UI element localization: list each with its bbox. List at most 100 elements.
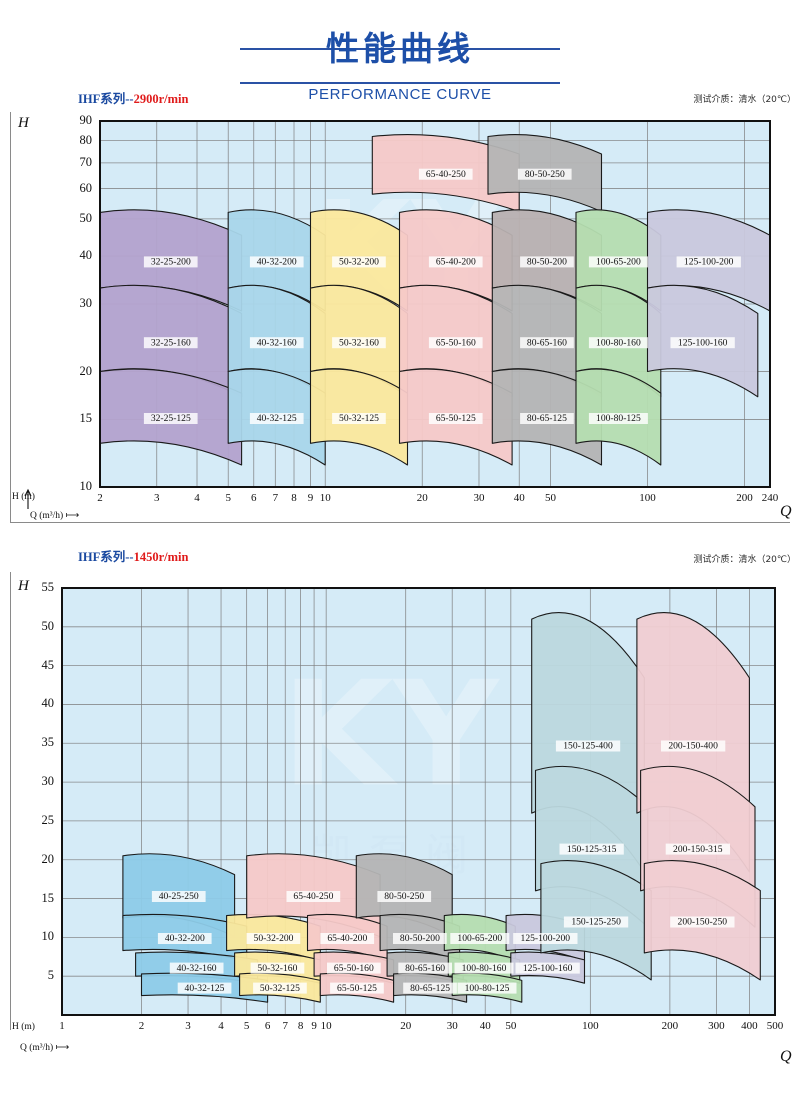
svg-text:65-50-160: 65-50-160 [436, 337, 476, 348]
x-tick-label: 40 [513, 492, 525, 504]
y-tick-label: 50 [79, 210, 93, 225]
x-tick-label: 8 [291, 492, 297, 504]
y-tick-label: 25 [41, 812, 55, 827]
svg-text:40-32-125: 40-32-125 [257, 413, 297, 424]
svg-text:65-40-200: 65-40-200 [436, 257, 476, 268]
title-rule-top [240, 48, 560, 50]
svg-text:65-50-160: 65-50-160 [334, 963, 374, 974]
chart-2900-y-axis-letter: H [18, 115, 29, 131]
y-tick-label: 15 [41, 890, 55, 905]
x-tick-label: 400 [741, 1020, 758, 1032]
svg-text:40-32-200: 40-32-200 [257, 257, 297, 268]
x-tick-label: 4 [218, 1020, 224, 1032]
svg-text:80-65-125: 80-65-125 [527, 413, 567, 424]
page-subtitle: PERFORMANCE CURVE [308, 86, 492, 103]
svg-text:40-25-250: 40-25-250 [159, 891, 199, 902]
chart-1450-h-unit: H (m) [12, 1022, 35, 1032]
chart-1450-block: IHF系列--1450r/min 测试介质：清水（20℃） H Q H (m) … [0, 540, 800, 1098]
chart-2900-outer-left-rule [10, 112, 11, 522]
x-tick-label: 30 [446, 1020, 458, 1032]
x-tick-label: 10 [319, 492, 331, 504]
svg-text:65-50-125: 65-50-125 [436, 413, 476, 424]
svg-text:100-80-160: 100-80-160 [462, 963, 507, 974]
title-rule-bottom [240, 82, 560, 84]
chart-1450-q-unit: Q (m³/h) ⟼ [20, 1043, 69, 1053]
y-tick-label: 30 [79, 296, 93, 310]
chart-2900-q-unit: Q (m³/h) ⟼ [30, 511, 79, 521]
svg-text:50-32-200: 50-32-200 [339, 257, 379, 268]
svg-text:200-150-400: 200-150-400 [668, 741, 718, 752]
y-tick-label: 55 [41, 580, 55, 594]
svg-text:80-65-160: 80-65-160 [527, 337, 567, 348]
chart-2900-h-unit: H (m) [12, 492, 35, 502]
x-tick-label: 1 [59, 1020, 65, 1032]
chart-1450-medium-note: 测试介质：清水（20℃） [693, 555, 796, 565]
svg-text:65-40-250: 65-40-250 [426, 169, 466, 180]
svg-text:125-100-200: 125-100-200 [521, 933, 571, 944]
y-tick-label: 20 [79, 363, 93, 378]
x-tick-label: 50 [505, 1020, 517, 1032]
svg-text:50-32-125: 50-32-125 [339, 413, 379, 424]
svg-text:80-50-200: 80-50-200 [400, 933, 440, 944]
svg-text:125-100-160: 125-100-160 [678, 337, 728, 348]
svg-text:100-65-200: 100-65-200 [457, 933, 502, 944]
svg-text:80-50-250: 80-50-250 [525, 169, 565, 180]
svg-text:32-25-125: 32-25-125 [151, 413, 191, 424]
x-tick-label: 200 [661, 1020, 679, 1032]
svg-text:125-100-160: 125-100-160 [523, 963, 573, 974]
y-tick-label: 70 [79, 154, 93, 169]
svg-text:200-150-315: 200-150-315 [673, 844, 723, 855]
chart-2900-block: IHF系列--2900r/min 测试介质：清水（20℃） H Q H (m) … [0, 0, 800, 540]
y-tick-label: 15 [79, 411, 93, 426]
svg-text:50-32-160: 50-32-160 [257, 963, 297, 974]
x-tick-label: 30 [473, 492, 485, 504]
svg-text:150-125-315: 150-125-315 [567, 844, 617, 855]
y-tick-label: 50 [41, 618, 55, 633]
svg-text:80-50-200: 80-50-200 [527, 257, 567, 268]
x-tick-label: 5 [225, 492, 231, 504]
svg-text:32-25-160: 32-25-160 [151, 337, 191, 348]
x-tick-label: 7 [272, 492, 279, 504]
y-tick-label: 35 [41, 735, 55, 750]
x-tick-label: 300 [708, 1020, 725, 1032]
y-tick-label: 60 [79, 180, 93, 195]
page-header: 性能曲线 PERFORMANCE CURVE [0, 0, 800, 103]
y-tick-label: 40 [79, 248, 93, 263]
svg-text:50-32-200: 50-32-200 [254, 933, 294, 944]
svg-text:40-32-125: 40-32-125 [185, 983, 225, 994]
chart-2900-outer-bottom-rule [10, 522, 790, 523]
svg-text:125-100-200: 125-100-200 [684, 257, 734, 268]
x-tick-label: 9 [307, 492, 314, 504]
svg-text:100-80-125: 100-80-125 [596, 413, 641, 424]
svg-text:200-150-250: 200-150-250 [678, 917, 728, 928]
x-tick-label: 6 [250, 492, 257, 504]
svg-text:80-65-160: 80-65-160 [405, 963, 445, 974]
chart-2900-medium-note: 测试介质：清水（20℃） [693, 95, 796, 105]
x-tick-label: 240 [761, 492, 779, 504]
x-tick-label: 6 [264, 1020, 271, 1032]
y-tick-label: 30 [41, 774, 55, 789]
chart-1450-y-axis-letter: H [18, 578, 29, 594]
x-tick-label: 200 [736, 492, 753, 504]
page-title: 性能曲线 [326, 29, 474, 68]
x-tick-label: 5 [243, 1020, 250, 1032]
y-tick-label: 40 [41, 696, 55, 711]
svg-text:50-32-160: 50-32-160 [339, 337, 379, 348]
chart-1450-x-axis-letter: Q [780, 1048, 792, 1065]
x-tick-label: 3 [185, 1020, 191, 1032]
chart-2900-plot: KY凯 泵 阀32-25-20032-25-16032-25-12540-32-… [24, 120, 771, 509]
svg-text:32-25-200: 32-25-200 [151, 257, 191, 268]
x-tick-label: 50 [544, 492, 556, 504]
chart-1450-plot: KY凯 泵 阀40-25-25040-32-20040-32-16040-32-… [61, 587, 776, 1016]
y-tick-label: 80 [79, 132, 93, 147]
x-tick-label: 20 [416, 492, 428, 504]
svg-text:50-32-125: 50-32-125 [260, 983, 300, 994]
x-tick-label: 3 [153, 492, 160, 504]
y-tick-label: 10 [79, 479, 93, 493]
svg-text:80-65-125: 80-65-125 [410, 983, 450, 994]
svg-text:100-65-200: 100-65-200 [596, 257, 641, 268]
x-tick-label: 4 [194, 492, 200, 504]
chart-2900-x-axis-letter: Q [780, 503, 792, 520]
y-tick-label: 5 [47, 968, 54, 983]
